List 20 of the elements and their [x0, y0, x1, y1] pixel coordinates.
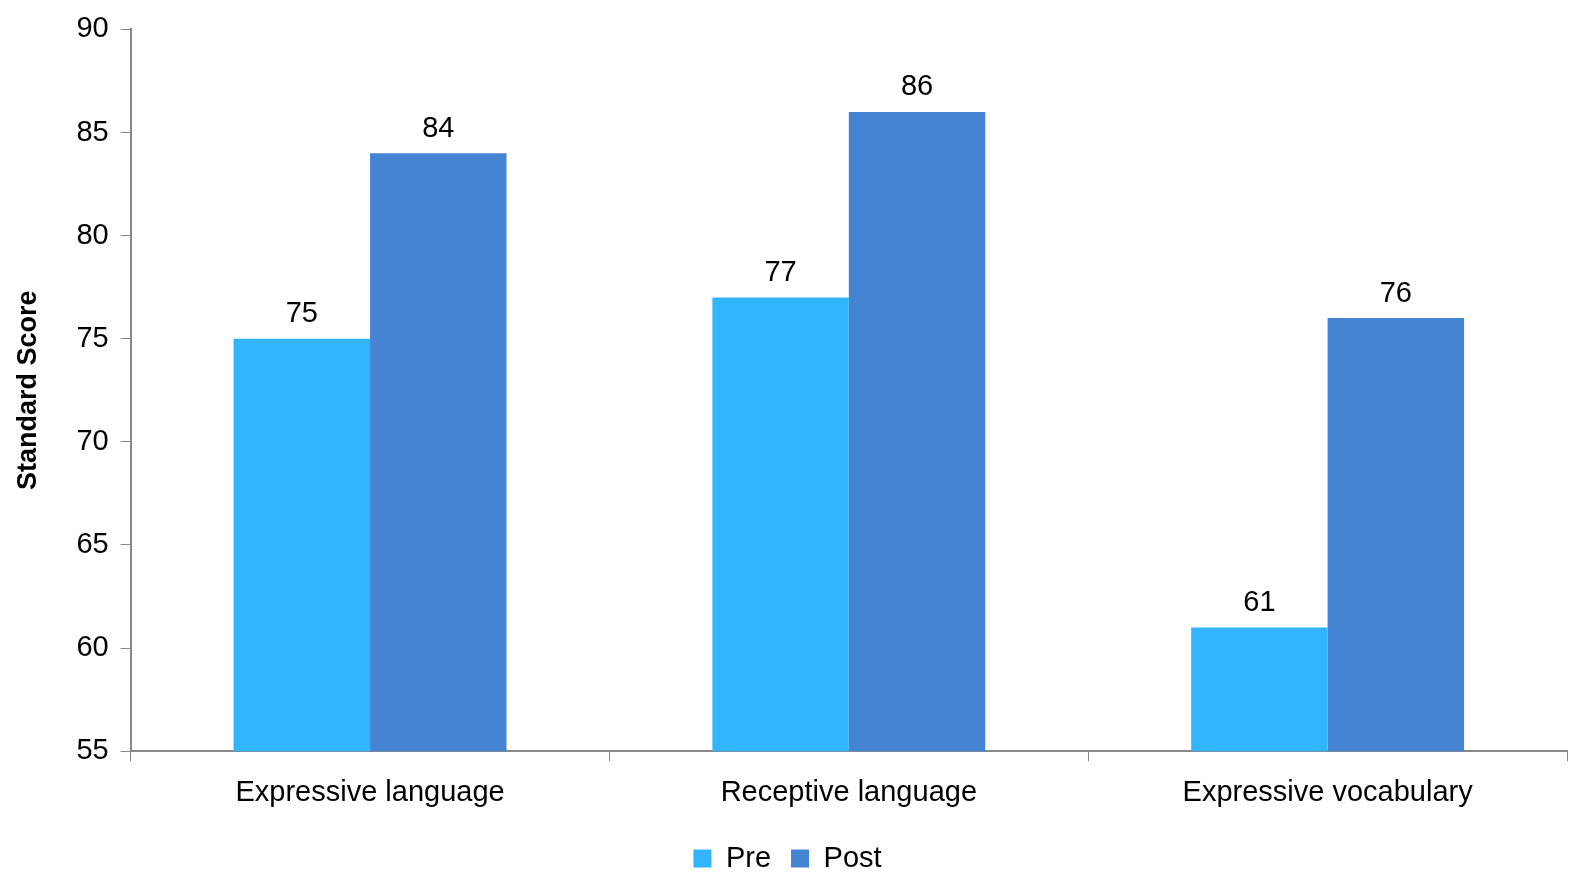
data-label: 61	[1243, 584, 1276, 617]
data-label: 77	[764, 255, 797, 287]
y-tick-label: 85	[76, 114, 109, 147]
y-tick-label: 70	[76, 423, 109, 456]
x-tick-label: Receptive language	[720, 774, 978, 807]
x-tick-label: Expressive vocabulary	[1182, 774, 1474, 807]
data-label: 76	[1379, 275, 1412, 308]
y-tick-label: 65	[76, 526, 109, 559]
y-tick-label: 90	[76, 11, 109, 44]
y-tick-label: 80	[76, 217, 109, 250]
legend-label: Pre	[725, 840, 772, 873]
x-tick-label: Expressive language	[235, 774, 505, 807]
y-tick-label: 75	[76, 320, 109, 353]
y-tick-label: 60	[76, 630, 109, 663]
data-label: 86	[900, 69, 934, 102]
y-axis-title: Standard Score	[11, 290, 42, 491]
legend-label: Post	[823, 840, 882, 873]
y-tick-label: 55	[76, 733, 109, 766]
data-label: 84	[422, 110, 455, 143]
data-label: 75	[285, 296, 318, 329]
